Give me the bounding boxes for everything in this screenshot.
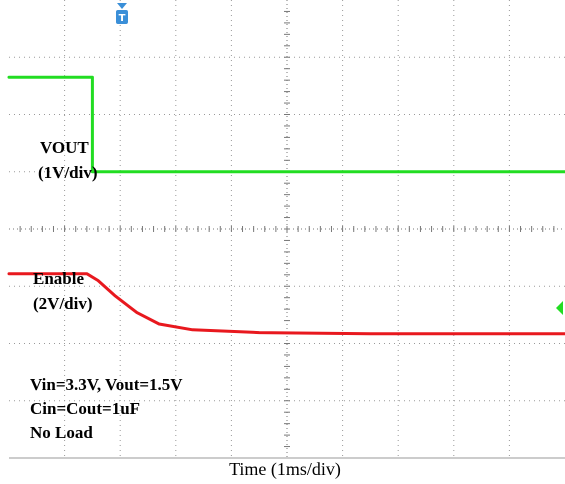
vout-channel-scale: (1V/div): [38, 163, 98, 182]
traces: [7, 75, 565, 336]
trigger-marker-label: T: [119, 13, 126, 24]
vout-channel-name: VOUT: [40, 138, 89, 157]
annotation-capacitors: Cin=Cout=1uF: [30, 399, 140, 418]
series-enable-trace: [7, 75, 565, 174]
trigger-badge: [116, 10, 128, 24]
enable-channel-scale: (2V/div): [33, 294, 93, 313]
grid: [9, 0, 565, 459]
x-axis-label: Time (1ms/div): [229, 459, 341, 480]
trigger-marker: T: [116, 3, 128, 24]
annotation-load: No Load: [30, 423, 93, 442]
enable-channel-name: Enable: [33, 269, 84, 288]
trigger-arrow-icon: [117, 3, 127, 9]
enable-ground-marker-icon: [556, 301, 563, 315]
annotation-conditions: Vin=3.3V, Vout=1.5V: [30, 375, 183, 394]
series-vout-trace: [7, 272, 565, 336]
